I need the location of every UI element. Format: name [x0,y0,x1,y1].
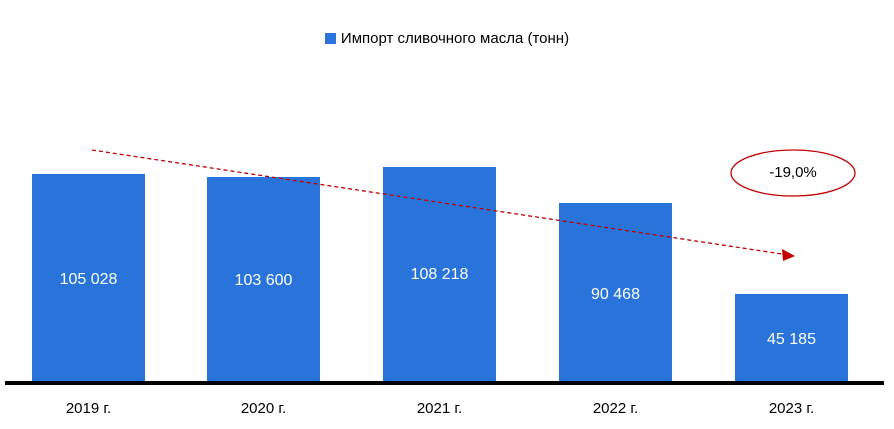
bar-2022: 90 468 [559,203,672,382]
bar-value-label: 108 218 [410,266,469,283]
change-percent-badge: -19,0% [769,164,817,181]
bar-2020: 103 600 [207,177,320,382]
legend-swatch [324,33,336,44]
x-tick-label: 2019 г. [65,400,112,417]
bar-value-label: 90 468 [591,286,640,303]
legend-label: Импорт сливочного масла (тонн) [340,30,570,47]
bar-2019: 105 028 [32,174,145,382]
chart-legend: Импорт сливочного масла (тонн) [0,30,894,47]
x-tick-label: 2020 г. [240,400,287,417]
bar-value-label: 45 185 [767,331,816,348]
x-tick-label: 2021 г. [416,400,463,417]
bar-value-label: 103 600 [234,272,293,289]
x-tick-label: 2022 г. [592,400,639,417]
bar-value-label: 105 028 [59,271,118,288]
x-axis-line [5,381,884,385]
x-tick-label: 2023 г. [768,400,815,417]
bar-2023: 45 185 [735,294,848,382]
